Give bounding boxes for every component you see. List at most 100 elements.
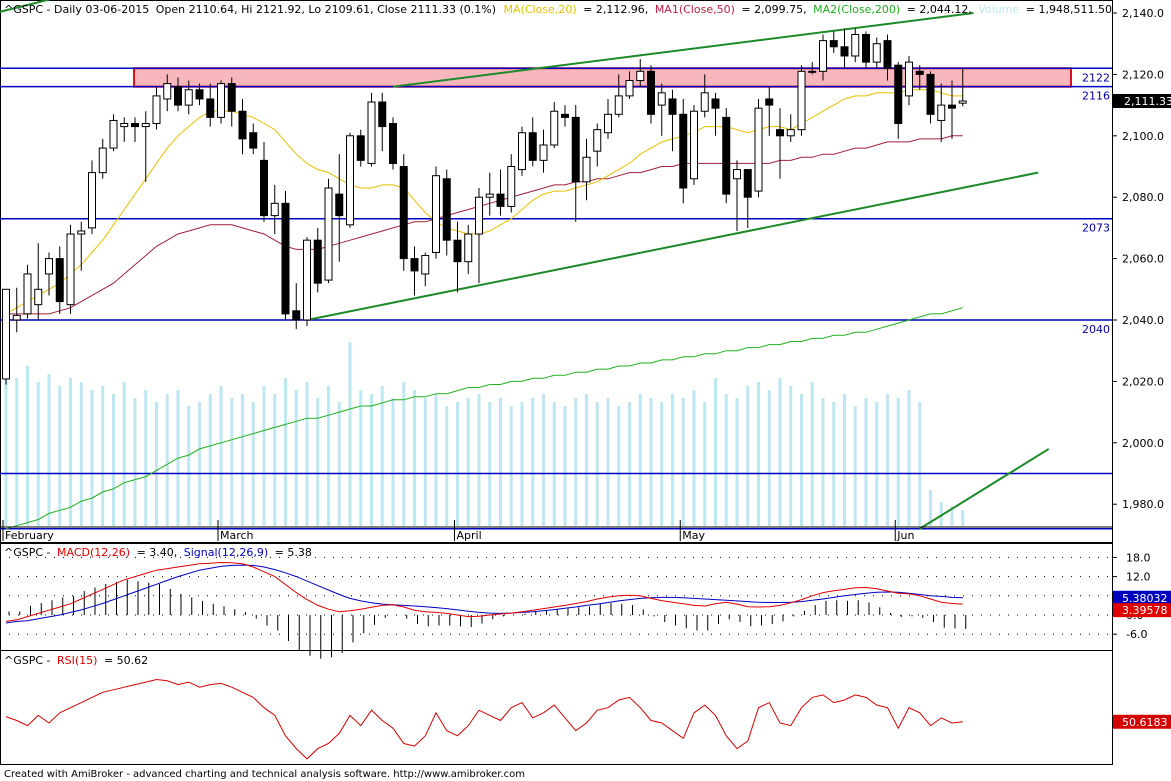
volume-bar [4, 370, 8, 526]
volume-bar [939, 502, 943, 526]
price-tick-label: 2,100.0 [1122, 130, 1164, 143]
candle-body-down [335, 193, 344, 217]
candle-body-down [227, 83, 236, 112]
price-tick-label: 2,080.0 [1122, 191, 1164, 204]
candle-body-down [238, 110, 247, 140]
volume-bar [305, 382, 309, 526]
candle-body-up [690, 110, 698, 180]
volume-bar [767, 390, 771, 526]
candle-body-up [905, 61, 913, 97]
volume-bar [434, 394, 438, 526]
volume-bar [714, 378, 717, 526]
macd-marker-box [1113, 603, 1171, 618]
candle-body-up [346, 135, 354, 226]
volume-bar [101, 386, 105, 526]
volume-bar [821, 398, 825, 526]
candle-body-down [249, 132, 258, 149]
trendline [392, 12, 974, 88]
volume-bar [359, 390, 363, 526]
header-ohlc: Open 2110.64, Hi 2121.92, Lo 2109.61, Cl… [156, 3, 496, 16]
volume-bar [574, 398, 578, 526]
candle-body-down [840, 46, 849, 57]
candle-body-down [926, 73, 935, 115]
volume-bar [886, 394, 889, 526]
header-ma2-value: = 2,044.12, [907, 3, 972, 16]
volume-bar [327, 386, 330, 526]
candle-body-down [765, 98, 774, 106]
volume-bar [15, 378, 19, 526]
month-label: April [457, 529, 482, 542]
volume-bar [509, 406, 513, 526]
macd-header: ^GSPC - MACD(12,26) = 3.40, Signal(12,26… [4, 546, 312, 559]
volume-bar [606, 398, 610, 526]
volume-bar [456, 402, 459, 526]
price-tick-label: 2,140.0 [1122, 7, 1164, 20]
candle-body-down [453, 239, 462, 263]
volume-bar [219, 386, 223, 526]
volume-bar [230, 398, 234, 526]
header-ma1-label: MA1(Close,50) [655, 3, 735, 16]
header-ma1-value: = 2,099.75, [741, 3, 806, 16]
candle-body-up [184, 89, 193, 106]
volume-bar [208, 394, 212, 526]
volume-bar [198, 402, 201, 526]
candle-body-up [163, 83, 172, 100]
candle-body-up [66, 233, 75, 306]
volume-bar [144, 390, 148, 526]
volume-bar [90, 390, 94, 526]
volume-bar [58, 386, 62, 526]
candle-body-up [819, 40, 827, 72]
volume-bar [423, 398, 427, 526]
candle-body-up [700, 92, 709, 112]
volume-bar [681, 398, 685, 526]
candle-body-down [281, 202, 290, 315]
price-y-axis: 2,140.0 2,120.0 2,100.0 2,080.0 2,060.0 2,040… [1112, 7, 1171, 511]
volume-bar [617, 406, 621, 526]
header-ma-label: MA(Close,20) [504, 3, 577, 16]
candle-body-down [174, 86, 182, 106]
volume-bar [391, 398, 395, 526]
volume-bar [671, 394, 674, 526]
volume-bar [950, 506, 954, 526]
volume-bar [273, 394, 277, 526]
candle-body-up [2, 288, 10, 380]
candle-body-up [872, 43, 881, 63]
signal-marker-label: 5.38032 [1122, 592, 1168, 605]
volume-bar [757, 382, 760, 526]
candle-body-down [496, 193, 505, 207]
candle-body-up [34, 288, 43, 306]
candle-body-up [141, 123, 150, 128]
candle-body-down [313, 239, 322, 284]
trendline [0, 0, 52, 13]
candle-body-down [195, 89, 204, 100]
volume-bar [79, 382, 83, 526]
volume-bar [122, 382, 126, 526]
candle-body-up [464, 233, 473, 263]
macd-header-signal-value: = 5.38 [275, 546, 312, 559]
volume-bar [843, 394, 846, 526]
candle-body-up [120, 123, 129, 128]
candle-body-up [507, 166, 516, 207]
candle-body-up [657, 92, 666, 106]
macd-header-macd-label: MACD(12,26) [57, 546, 130, 559]
volume-bar [112, 394, 115, 526]
volume-bar [26, 366, 29, 526]
macd-marker-label: 3.39578 [1122, 604, 1168, 617]
signal-marker-box [1113, 590, 1171, 605]
candle-body-up [12, 314, 21, 321]
rsi-header-value: = 50.62 [104, 654, 148, 667]
volume-bar [284, 378, 287, 526]
volume-bar [703, 402, 707, 526]
candle-body-up [432, 175, 440, 253]
candle-body-down [410, 258, 419, 272]
candle-body-up [98, 147, 107, 174]
volume-bar [638, 394, 642, 526]
rsi-header-label: RSI(15) [57, 654, 97, 667]
price-marker-box [1113, 94, 1171, 109]
candle-body-up [109, 119, 118, 149]
header-symbol: ^GSPC - Daily 03-06-2015 [4, 3, 149, 16]
volume-bar [370, 394, 373, 526]
rsi-header-symbol: ^GSPC - [4, 654, 51, 667]
ma200-line [5, 307, 963, 530]
